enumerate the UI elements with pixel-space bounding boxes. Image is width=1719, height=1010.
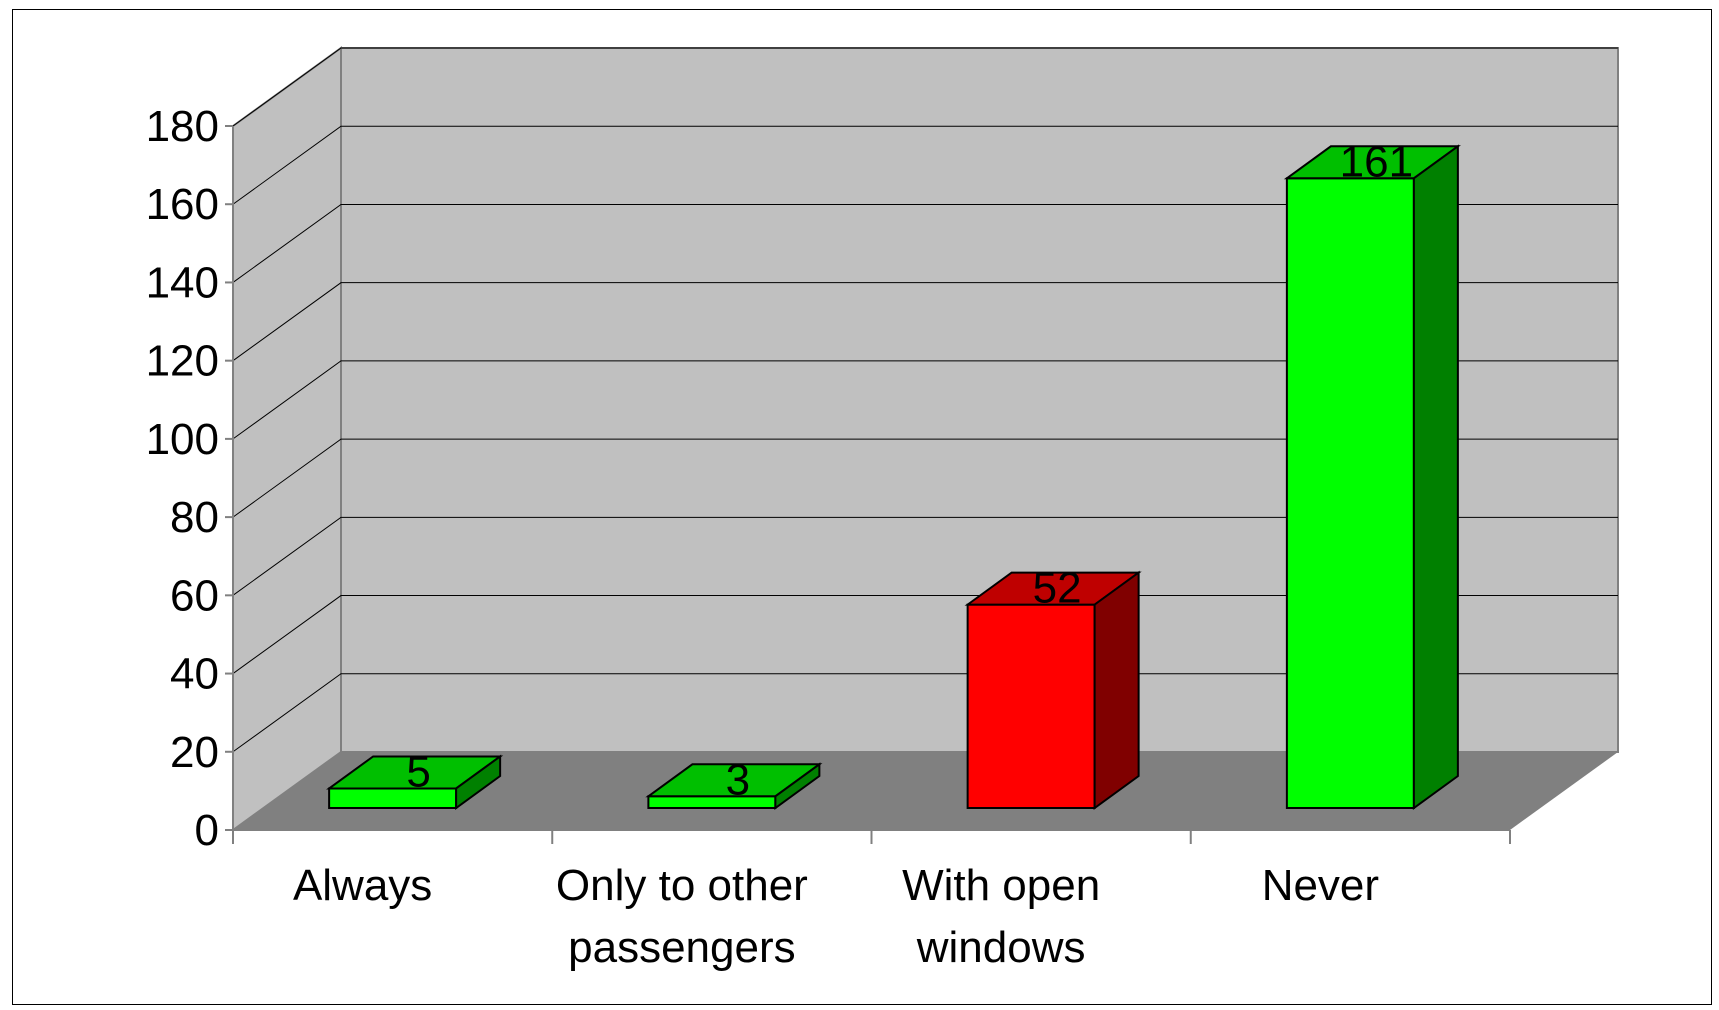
data-label: 161 xyxy=(1340,137,1413,186)
x-category-label-line: passengers xyxy=(568,923,795,972)
bar xyxy=(1283,144,1461,810)
gridline xyxy=(232,673,1618,753)
x-axis-category-labels: Always Only to other passengers With open wi… xyxy=(293,861,1379,972)
x-category-label-line: Always xyxy=(293,861,432,910)
data-label: 52 xyxy=(1033,564,1082,613)
x-category-label-line: Only to other xyxy=(556,861,808,910)
x-category-label-line: windows xyxy=(916,923,1086,972)
y-tick-label: 80 xyxy=(170,493,219,542)
y-tick-label: 100 xyxy=(146,415,219,464)
x-category-label: With open windows xyxy=(902,861,1100,972)
bar xyxy=(964,570,1142,810)
gridline xyxy=(232,438,1618,518)
gridline xyxy=(232,282,1618,362)
gridline xyxy=(232,360,1618,440)
data-label: 5 xyxy=(406,747,430,796)
y-tick-label: 60 xyxy=(170,571,219,620)
bar-front xyxy=(966,603,1096,809)
gridline xyxy=(232,516,1618,596)
bar xyxy=(645,762,823,810)
bar-side xyxy=(774,762,821,810)
gridline xyxy=(232,203,1618,283)
y-tick-label: 20 xyxy=(170,728,219,777)
x-category-label-line: Never xyxy=(1262,861,1379,910)
y-tick-label: 0 xyxy=(195,806,219,855)
bars xyxy=(326,144,1461,810)
chart-floor xyxy=(233,752,1618,830)
gridline xyxy=(232,595,1618,674)
y-tick-label: 180 xyxy=(146,102,219,151)
y-axis-tick-labels: 0 20 40 60 80 100 120 140 160 180 xyxy=(146,102,219,855)
gridlines xyxy=(232,47,1618,753)
bar-side xyxy=(1412,144,1459,810)
x-category-label: Always xyxy=(293,861,432,910)
x-category-label: Only to other passengers xyxy=(556,861,808,972)
gridline xyxy=(232,125,1618,205)
y-tick-label: 160 xyxy=(146,180,219,229)
x-category-label-line: With open xyxy=(902,861,1100,910)
floor-plane xyxy=(233,752,1618,830)
gridline xyxy=(232,47,1618,127)
bar xyxy=(326,754,504,810)
y-tick-label: 140 xyxy=(146,258,219,307)
axes xyxy=(225,125,1511,844)
bar-front xyxy=(1285,177,1415,810)
bar-front xyxy=(647,795,777,809)
y-tick-label: 40 xyxy=(170,650,219,699)
x-category-label: Never xyxy=(1262,861,1379,910)
bar-front xyxy=(328,787,458,810)
data-labels: 5 3 52 161 xyxy=(406,137,1413,804)
y-tick-label: 120 xyxy=(146,337,219,386)
data-label: 3 xyxy=(726,755,750,804)
bar-side xyxy=(1093,570,1140,810)
bar-side xyxy=(455,754,502,810)
